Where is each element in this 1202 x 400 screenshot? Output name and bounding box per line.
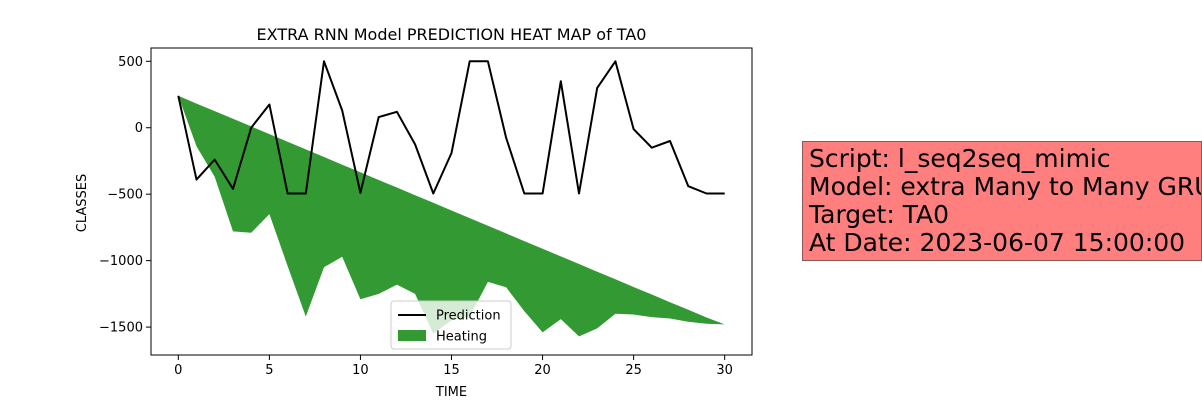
y-tick-label: 500 <box>118 55 143 70</box>
y-tick-label: −500 <box>107 188 143 203</box>
info-model: Model: extra Many to Many GRU <box>809 172 1202 201</box>
x-tick-label: 15 <box>443 363 460 378</box>
legend-heating-swatch <box>398 330 426 341</box>
chart-title: EXTRA RNN Model PREDICTION HEAT MAP of T… <box>257 25 647 44</box>
x-tick-label: 30 <box>716 363 733 378</box>
y-tick-label: −1500 <box>99 321 143 336</box>
legend-heating-label: Heating <box>436 330 487 345</box>
info-target: Target: TA0 <box>809 200 950 229</box>
plot-area <box>177 60 725 337</box>
x-tick-label: 25 <box>625 363 642 378</box>
x-tick-label: 20 <box>534 363 551 378</box>
info-date: At Date: 2023-06-07 15:00:00 <box>809 228 1186 257</box>
y-axis-label: CLASSES <box>75 174 90 232</box>
y-tick-label: 0 <box>135 121 143 136</box>
axis-ticks: 0 5 10 15 20 25 30 500 0 −500 −1000 −1500 <box>99 55 733 378</box>
heating-area <box>178 95 725 337</box>
x-tick-label: 10 <box>352 363 369 378</box>
y-tick-label: −1000 <box>99 254 143 269</box>
prediction-line <box>177 60 725 195</box>
x-tick-label: 5 <box>265 363 273 378</box>
legend: Prediction Heating <box>390 300 512 350</box>
info-box: Script: l_seq2seq_mimic Model: extra Man… <box>802 141 1202 261</box>
x-tick-label: 0 <box>174 363 182 378</box>
x-axis-label: TIME <box>435 385 467 400</box>
legend-prediction-label: Prediction <box>436 309 501 324</box>
info-script: Script: l_seq2seq_mimic <box>809 144 1111 173</box>
